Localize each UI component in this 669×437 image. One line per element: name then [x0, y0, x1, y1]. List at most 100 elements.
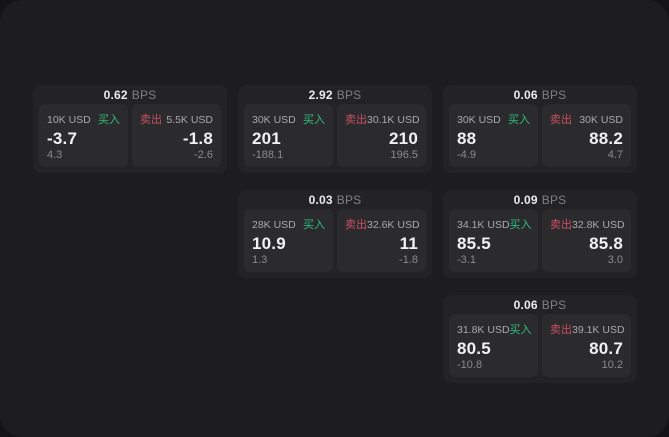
sell-price: 85.8 [589, 234, 623, 253]
buy-sub-value: 4.3 [47, 149, 63, 161]
buy-label: 买入 [303, 114, 325, 126]
sell-amount: 32.6K USD [367, 219, 420, 231]
sell-top-row: 卖出 32.8K USD [550, 216, 625, 232]
quote-card: 0.03 BPS 28K USD 买入 10.9 1.3 卖出 [238, 190, 432, 278]
bps-header: 2.92 BPS [244, 85, 426, 104]
quote-card: 0.62 BPS 10K USD 买入 -3.7 4.3 卖出 [33, 85, 227, 173]
sell-top-row: 卖出 5.5K USD [140, 111, 213, 127]
buy-sub-value: -3.1 [457, 254, 476, 266]
bps-unit-label: BPS [336, 192, 362, 207]
sell-amount: 30.1K USD [367, 114, 420, 126]
quote-panels: 10K USD 买入 -3.7 4.3 卖出 5.5K USD -1.8 -2.… [39, 104, 221, 167]
sell-price: 11 [399, 234, 418, 253]
buy-sub-value: 1.3 [252, 254, 268, 266]
buy-amount: 10K USD [47, 114, 91, 126]
buy-panel[interactable]: 10K USD 买入 -3.7 4.3 [39, 104, 128, 167]
sell-amount: 39.1K USD [572, 324, 625, 336]
sell-label: 卖出 [550, 324, 572, 336]
bps-header: 0.09 BPS [449, 190, 631, 209]
sell-top-row: 卖出 30.1K USD [345, 111, 420, 127]
buy-panel[interactable]: 30K USD 买入 201 -188.1 [244, 104, 333, 167]
sell-top-row: 卖出 32.6K USD [345, 216, 420, 232]
quote-card: 2.92 BPS 30K USD 买入 201 -188.1 卖出 [238, 85, 432, 173]
bps-value: 0.06 [513, 87, 538, 102]
buy-amount: 28K USD [252, 219, 296, 231]
sell-label: 卖出 [345, 114, 367, 126]
bps-unit-label: BPS [336, 87, 362, 102]
sell-sub-value: -2.6 [194, 149, 213, 161]
quote-panels: 31.8K USD 买入 80.5 -10.8 卖出 39.1K USD 80.… [449, 314, 631, 377]
quote-panels: 34.1K USD 买入 85.5 -3.1 卖出 32.8K USD 85.8… [449, 209, 631, 272]
buy-panel[interactable]: 28K USD 买入 10.9 1.3 [244, 209, 333, 272]
bps-header: 0.03 BPS [244, 190, 426, 209]
sell-top-row: 卖出 30K USD [550, 111, 623, 127]
quote-panels: 30K USD 买入 88 -4.9 卖出 30K USD 88.2 4.7 [449, 104, 631, 167]
buy-top-row: 30K USD 买入 [457, 111, 530, 127]
buy-panel[interactable]: 34.1K USD 买入 85.5 -3.1 [449, 209, 538, 272]
sell-sub-value: 196.5 [390, 149, 418, 161]
bps-value: 0.09 [513, 192, 538, 207]
bps-unit-label: BPS [541, 87, 567, 102]
buy-top-row: 31.8K USD 买入 [457, 321, 532, 337]
buy-amount: 30K USD [457, 114, 501, 126]
sell-price: 88.2 [589, 129, 623, 148]
buy-panel[interactable]: 30K USD 买入 88 -4.9 [449, 104, 538, 167]
buy-price: 10.9 [252, 234, 286, 253]
sell-label: 卖出 [140, 114, 162, 126]
bps-unit-label: BPS [541, 192, 567, 207]
sell-amount: 5.5K USD [166, 114, 213, 126]
buy-label: 买入 [508, 114, 530, 126]
buy-panel[interactable]: 31.8K USD 买入 80.5 -10.8 [449, 314, 538, 377]
buy-price: -3.7 [47, 129, 78, 148]
sell-label: 卖出 [550, 114, 572, 126]
sell-top-row: 卖出 39.1K USD [550, 321, 625, 337]
bps-header: 0.06 BPS [449, 295, 631, 314]
sell-sub-value: 10.2 [601, 359, 623, 371]
sell-sub-value: -1.8 [399, 254, 418, 266]
bps-value: 0.06 [513, 297, 538, 312]
sell-label: 卖出 [345, 219, 367, 231]
sell-label: 卖出 [550, 219, 572, 231]
bps-unit-label: BPS [541, 297, 567, 312]
sell-panel[interactable]: 卖出 39.1K USD 80.7 10.2 [542, 314, 631, 377]
bps-unit-label: BPS [131, 87, 157, 102]
sell-amount: 32.8K USD [572, 219, 625, 231]
sell-price: 80.7 [589, 339, 623, 358]
buy-label: 买入 [98, 114, 120, 126]
buy-top-row: 10K USD 买入 [47, 111, 120, 127]
buy-amount: 34.1K USD [457, 219, 510, 231]
buy-price: 201 [252, 129, 281, 148]
sell-price: 210 [389, 129, 418, 148]
buy-label: 买入 [509, 324, 532, 336]
bps-value: 2.92 [308, 87, 333, 102]
quote-card-grid: 0.62 BPS 10K USD 买入 -3.7 4.3 卖出 [33, 85, 637, 383]
quote-panels: 28K USD 买入 10.9 1.3 卖出 32.6K USD 11 -1.8 [244, 209, 426, 272]
buy-top-row: 30K USD 买入 [252, 111, 325, 127]
quote-card: 0.09 BPS 34.1K USD 买入 85.5 -3.1 卖出 [443, 190, 637, 278]
sell-panel[interactable]: 卖出 30K USD 88.2 4.7 [542, 104, 631, 167]
sell-panel[interactable]: 卖出 32.6K USD 11 -1.8 [337, 209, 426, 272]
quote-card: 0.06 BPS 30K USD 买入 88 -4.9 卖出 [443, 85, 637, 173]
buy-amount: 30K USD [252, 114, 296, 126]
buy-price: 88 [457, 129, 477, 148]
bps-value: 0.03 [308, 192, 333, 207]
buy-label: 买入 [509, 219, 532, 231]
bps-header: 0.62 BPS [39, 85, 221, 104]
buy-label: 买入 [303, 219, 325, 231]
bps-header: 0.06 BPS [449, 85, 631, 104]
buy-top-row: 34.1K USD 买入 [457, 216, 532, 232]
sell-panel[interactable]: 卖出 30.1K USD 210 196.5 [337, 104, 426, 167]
buy-sub-value: -188.1 [252, 149, 284, 161]
sell-panel[interactable]: 卖出 32.8K USD 85.8 3.0 [542, 209, 631, 272]
sell-sub-value: 3.0 [607, 254, 623, 266]
sell-panel[interactable]: 卖出 5.5K USD -1.8 -2.6 [132, 104, 221, 167]
quote-panels: 30K USD 买入 201 -188.1 卖出 30.1K USD 210 1… [244, 104, 426, 167]
buy-sub-value: -10.8 [457, 359, 483, 371]
buy-price: 85.5 [457, 234, 491, 253]
buy-price: 80.5 [457, 339, 491, 358]
quote-card: 0.06 BPS 31.8K USD 买入 80.5 -10.8 卖 [443, 295, 637, 383]
buy-sub-value: -4.9 [457, 149, 476, 161]
sell-sub-value: 4.7 [607, 149, 623, 161]
